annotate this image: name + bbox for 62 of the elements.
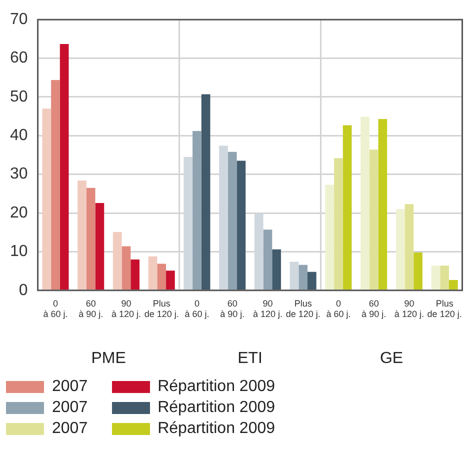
legend-label: Répartition 2009 — [158, 399, 276, 417]
bar — [86, 188, 96, 290]
bar — [236, 160, 246, 290]
bar — [166, 270, 175, 290]
legend-label: 2007 — [52, 399, 88, 417]
bar — [414, 252, 422, 290]
bar — [263, 230, 272, 290]
y-tick-label: 60 — [10, 50, 28, 67]
bar — [431, 266, 440, 290]
legend-label: 2007 — [52, 420, 88, 438]
x-tick-label: 90 à 120 j. — [394, 298, 424, 320]
bar — [192, 131, 202, 290]
bar — [95, 202, 104, 290]
y-tick-label: 50 — [10, 88, 28, 106]
text: GE — [380, 350, 404, 367]
bar — [298, 264, 308, 290]
bar — [157, 264, 166, 290]
legend-label: Répartition 2009 — [158, 420, 276, 438]
bar — [78, 180, 86, 290]
x-tick-label: 90 à 120 j. — [252, 298, 282, 320]
y-tick-label: 20 — [10, 204, 28, 222]
bar — [308, 272, 316, 290]
y-tick-label: 30 — [10, 166, 28, 183]
bar — [378, 119, 388, 290]
x-tick-label: Plus de 120 j. — [144, 298, 179, 320]
bar — [396, 209, 405, 290]
y-tick-label: 40 — [10, 127, 28, 144]
x-tick-label: 60 à 90 j. — [78, 298, 104, 320]
bar — [369, 150, 378, 290]
y-tick-label: 0 — [18, 282, 28, 299]
bar — [60, 44, 69, 290]
x-tick-label: 60 à 90 j. — [362, 298, 386, 320]
x-tick-label: 0 à 60 j. — [43, 298, 68, 320]
bar — [325, 184, 334, 290]
y-tick-label: 70 — [10, 11, 28, 28]
bar — [404, 204, 414, 290]
bar — [334, 158, 343, 290]
bar — [148, 256, 158, 290]
bar — [51, 80, 60, 290]
bar — [290, 262, 299, 290]
bar — [201, 94, 210, 290]
x-tick-label: 90 à 120 j. — [111, 298, 141, 320]
bar — [228, 152, 237, 290]
bar — [272, 249, 281, 290]
x-tick-label: 0 à 60 j. — [326, 298, 351, 320]
text: ETI — [238, 350, 262, 367]
x-tick-label: 60 à 90 j. — [220, 298, 245, 320]
bar — [440, 266, 449, 290]
x-tick-label: Plus de 120 j. — [286, 298, 320, 320]
bar — [342, 125, 352, 290]
x-tick-label: 0 à 60 j. — [184, 298, 210, 320]
bar — [130, 259, 140, 290]
bar — [360, 116, 370, 290]
legend-label: 2007 — [52, 378, 88, 396]
bar — [112, 232, 122, 290]
bar — [448, 280, 458, 290]
legend-label: Répartition 2009 — [158, 378, 276, 396]
x-tick-label: Plus de 120 j. — [427, 298, 462, 320]
text: PME — [91, 350, 126, 367]
y-tick-label: 10 — [10, 243, 28, 260]
bar — [122, 246, 131, 290]
bar — [42, 108, 52, 290]
